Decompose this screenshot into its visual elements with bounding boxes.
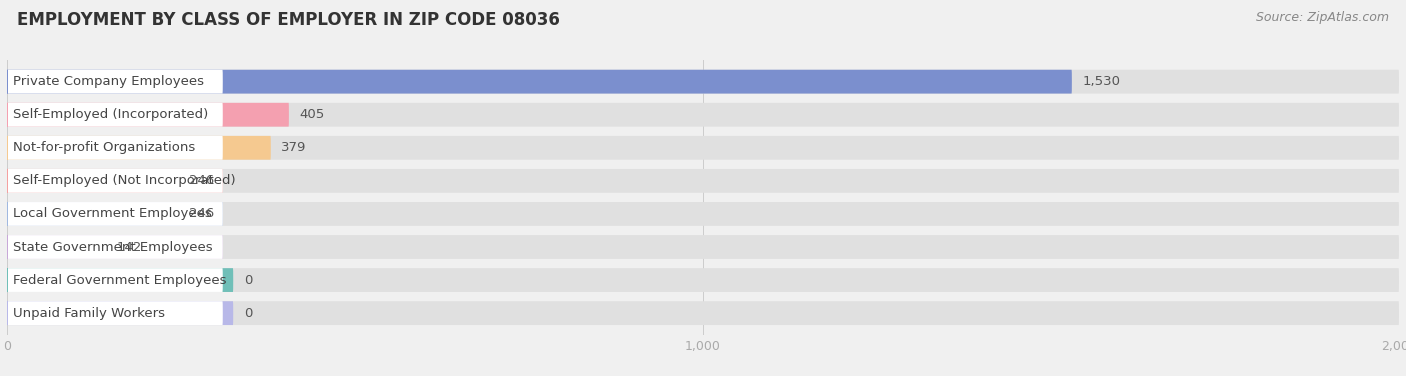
FancyBboxPatch shape <box>7 268 222 292</box>
Text: 246: 246 <box>188 208 214 220</box>
FancyBboxPatch shape <box>7 202 222 226</box>
FancyBboxPatch shape <box>7 103 288 127</box>
Text: Not-for-profit Organizations: Not-for-profit Organizations <box>13 141 195 154</box>
Text: Local Government Employees: Local Government Employees <box>13 208 212 220</box>
Text: 246: 246 <box>188 174 214 187</box>
Text: EMPLOYMENT BY CLASS OF EMPLOYER IN ZIP CODE 08036: EMPLOYMENT BY CLASS OF EMPLOYER IN ZIP C… <box>17 11 560 29</box>
Text: Unpaid Family Workers: Unpaid Family Workers <box>13 307 165 320</box>
FancyBboxPatch shape <box>7 103 222 127</box>
FancyBboxPatch shape <box>7 235 1399 259</box>
FancyBboxPatch shape <box>7 235 222 259</box>
Text: 405: 405 <box>299 108 325 121</box>
FancyBboxPatch shape <box>7 268 233 292</box>
FancyBboxPatch shape <box>7 301 1399 325</box>
FancyBboxPatch shape <box>7 136 271 160</box>
FancyBboxPatch shape <box>7 235 222 259</box>
Text: 379: 379 <box>281 141 307 154</box>
FancyBboxPatch shape <box>7 169 222 193</box>
Text: 142: 142 <box>117 241 142 253</box>
Text: State Government Employees: State Government Employees <box>13 241 212 253</box>
Text: Self-Employed (Incorporated): Self-Employed (Incorporated) <box>13 108 208 121</box>
FancyBboxPatch shape <box>7 169 1399 193</box>
FancyBboxPatch shape <box>7 70 1071 94</box>
Text: 0: 0 <box>243 307 252 320</box>
FancyBboxPatch shape <box>7 70 1399 94</box>
Text: Private Company Employees: Private Company Employees <box>13 75 204 88</box>
FancyBboxPatch shape <box>7 169 222 193</box>
Text: Source: ZipAtlas.com: Source: ZipAtlas.com <box>1256 11 1389 24</box>
FancyBboxPatch shape <box>7 202 1399 226</box>
FancyBboxPatch shape <box>7 103 1399 127</box>
FancyBboxPatch shape <box>7 301 222 325</box>
FancyBboxPatch shape <box>7 268 1399 292</box>
FancyBboxPatch shape <box>7 202 222 226</box>
FancyBboxPatch shape <box>7 136 1399 160</box>
FancyBboxPatch shape <box>7 70 222 94</box>
FancyBboxPatch shape <box>7 301 233 325</box>
Text: Federal Government Employees: Federal Government Employees <box>13 274 226 287</box>
Text: 0: 0 <box>243 274 252 287</box>
Text: 1,530: 1,530 <box>1083 75 1121 88</box>
FancyBboxPatch shape <box>7 136 222 160</box>
Text: Self-Employed (Not Incorporated): Self-Employed (Not Incorporated) <box>13 174 235 187</box>
